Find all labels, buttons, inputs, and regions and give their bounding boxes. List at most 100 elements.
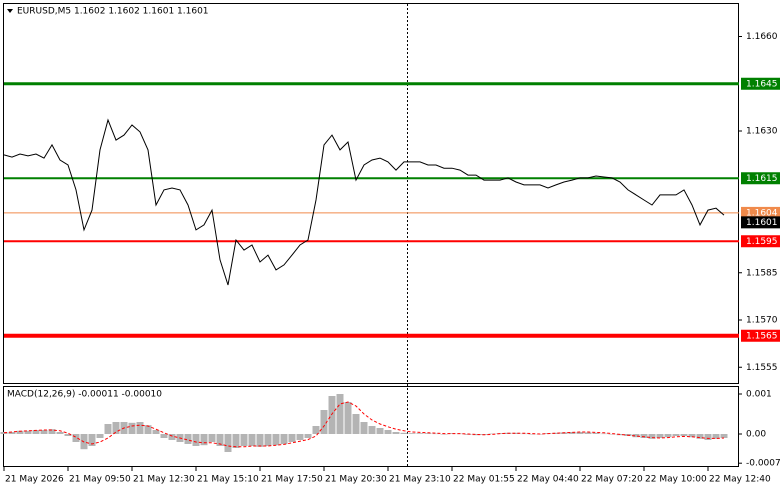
histogram-bar: [488, 433, 496, 435]
histogram-bar: [472, 434, 480, 436]
histogram-bar: [432, 433, 440, 435]
price-line: [3, 118, 725, 286]
histogram-bar: [336, 394, 344, 434]
histogram-bar: [160, 434, 168, 438]
histogram-bar: [632, 434, 640, 438]
histogram-bar: [600, 433, 608, 435]
histogram-bar: [312, 426, 320, 434]
price-label: 1.1645: [746, 79, 778, 89]
histogram-bar: [144, 425, 152, 434]
price-label: 1.1595: [746, 237, 778, 247]
histogram-bar: [576, 432, 584, 434]
histogram-bar: [672, 434, 680, 436]
price-label-box: [741, 235, 780, 248]
histogram-bar: [40, 430, 48, 434]
histogram-bar: [96, 434, 104, 438]
histogram-bar: [232, 434, 240, 448]
x-tick-label: 22 May 04:40: [517, 475, 579, 485]
histogram-bar: [296, 434, 304, 440]
x-tick-label: 22 May 10:00: [645, 475, 707, 485]
histogram-bar: [656, 434, 664, 438]
y-tick-label: 1.1585: [746, 268, 778, 278]
histogram-bar: [344, 402, 352, 434]
histogram-bar: [168, 434, 176, 440]
histogram-bar: [712, 434, 720, 439]
histogram-bar: [640, 434, 648, 438]
y-tick-label: 0.001: [746, 390, 772, 400]
histogram-bar: [568, 432, 576, 434]
histogram-bar: [584, 432, 592, 434]
histogram-bar: [512, 432, 520, 434]
histogram-bar: [408, 433, 416, 434]
histogram-bar: [440, 434, 448, 435]
histogram-bar: [720, 434, 728, 438]
histogram-bar: [328, 396, 336, 434]
histogram-bar: [48, 429, 56, 434]
price-label-box: [741, 206, 780, 219]
histogram-bar: [24, 430, 32, 434]
histogram-bar: [184, 434, 192, 444]
histogram-bar: [224, 434, 232, 452]
histogram-bar: [288, 434, 296, 442]
price-label-box: [741, 77, 780, 90]
histogram-bar: [384, 430, 392, 434]
x-tick-label: 21 May 09:50: [69, 475, 131, 485]
histogram-bar: [648, 434, 656, 439]
y-tick-label: 1.1630: [746, 127, 778, 137]
price-label-box: [741, 216, 780, 229]
histogram-bar: [528, 434, 536, 435]
histogram-bar: [128, 422, 136, 434]
histogram-bar: [272, 434, 280, 446]
y-tick-label: -0.00073: [746, 459, 781, 469]
histogram-bar: [264, 434, 272, 446]
x-tick-label: 22 May 07:20: [581, 475, 643, 485]
histogram-bar: [304, 434, 312, 438]
histogram-bar: [0, 432, 8, 434]
histogram-bar: [680, 434, 688, 436]
price-label: 1.1615: [746, 174, 778, 184]
menu-arrow[interactable]: [7, 9, 13, 13]
histogram-bar: [240, 434, 248, 446]
x-tick-label: 22 May 12:40: [709, 475, 771, 485]
histogram-bar: [88, 434, 96, 446]
histogram-bar: [248, 434, 256, 446]
histogram-bar: [208, 434, 216, 442]
x-tick-label: 21 May 12:30: [133, 475, 195, 485]
histogram-bar: [112, 422, 120, 434]
histogram-bar: [376, 428, 384, 434]
price-title: EURUSD,M5 1.1602 1.1602 1.1601 1.1601: [17, 7, 209, 17]
macd-panel: [3, 386, 739, 467]
histogram-bar: [352, 414, 360, 434]
histogram-bar: [64, 434, 72, 436]
histogram-bar: [448, 433, 456, 434]
histogram-bar: [72, 434, 80, 442]
price-label-box: [741, 172, 780, 185]
x-tick-label: 22 May 01:55: [453, 475, 515, 485]
histogram-bar: [8, 432, 16, 434]
histogram-bar: [400, 432, 408, 434]
price-label: 1.1604: [746, 208, 778, 218]
histogram-bar: [280, 434, 288, 444]
y-tick-label: 0.00: [746, 430, 766, 440]
histogram-bar: [552, 432, 560, 434]
histogram-bar: [320, 410, 328, 434]
y-tick-label: 1.1570: [746, 316, 778, 326]
macd-title: MACD(12,26,9) -0.00011 -0.00010: [7, 390, 162, 400]
histogram-bar: [368, 426, 376, 434]
histogram-bar: [200, 434, 208, 446]
histogram-bar: [416, 433, 424, 434]
histogram-bar: [56, 432, 64, 434]
price-label: 1.1565: [746, 331, 778, 341]
histogram-bar: [392, 432, 400, 434]
y-tick-label: 1.1555: [746, 363, 778, 373]
signal-line: [3, 401, 725, 448]
histogram-bar: [216, 434, 224, 446]
histogram-bar: [704, 434, 712, 440]
x-tick-label: 21 May 2026: [5, 475, 64, 485]
histogram-bar: [152, 430, 160, 434]
histogram-bar: [360, 422, 368, 434]
histogram-bar: [592, 432, 600, 434]
histogram-bar: [696, 434, 704, 439]
